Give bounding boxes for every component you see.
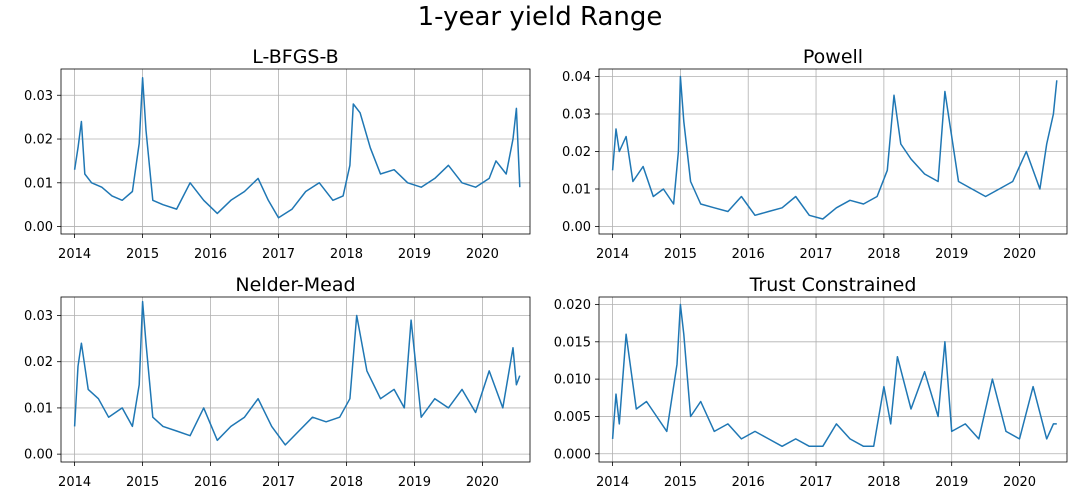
- x-tick-label: 2014: [58, 247, 91, 262]
- x-tick-label: 2020: [466, 247, 499, 262]
- x-tick-label: 2015: [126, 247, 159, 262]
- x-tick-label: 2014: [596, 247, 629, 262]
- x-tick-label: 2020: [1003, 247, 1036, 262]
- x-tick-label: 2020: [1003, 475, 1036, 490]
- y-tick-label: 0.015: [554, 335, 591, 350]
- y-tick-label: 0.01: [562, 183, 591, 198]
- subplot-1: 2014 2015 2016 2017 2018 2019 2020 0.00 0.01 0.02…: [24, 46, 531, 262]
- series-line: [611, 303, 1057, 448]
- subplot-title: Nelder-Mead: [235, 274, 355, 296]
- x-tick-label: 2019: [935, 247, 968, 262]
- y-tick-label: 0.04: [562, 70, 591, 85]
- x-tick-label: 2016: [732, 475, 765, 490]
- y-tick-label: 0.00: [562, 220, 591, 235]
- series-line: [73, 300, 521, 446]
- series-line: [73, 77, 521, 219]
- y-tick-label: 0.00: [24, 448, 53, 463]
- axes-frame: [60, 296, 531, 463]
- x-tick-label: 2018: [867, 247, 900, 262]
- x-tick-label: 2018: [867, 475, 900, 490]
- y-tick-label: 0.02: [24, 355, 53, 370]
- axes-frame: [60, 68, 531, 235]
- series-line: [611, 75, 1058, 220]
- x-tick-label: 2019: [935, 475, 968, 490]
- x-tick-label: 2014: [58, 475, 91, 490]
- x-tick-label: 2018: [330, 475, 363, 490]
- x-tick-label: 2020: [466, 475, 499, 490]
- y-tick-label: 0.020: [554, 298, 591, 313]
- x-tick-label: 2016: [732, 247, 765, 262]
- y-tick-label: 0.00: [24, 220, 53, 235]
- x-tick-label: 2015: [664, 247, 697, 262]
- subplot-4: 2014 2015 2016 2017 2018 2019 2020 0.000 0.005 0.…: [554, 274, 1068, 490]
- y-tick-label: 0.01: [24, 401, 53, 416]
- x-tick-label: 2017: [799, 475, 832, 490]
- y-tick-label: 0.005: [554, 410, 591, 425]
- x-tick-label: 2018: [330, 247, 363, 262]
- x-tick-label: 2016: [194, 475, 227, 490]
- x-tick-label: 2017: [262, 475, 295, 490]
- subplot-3: 2014 2015 2016 2017 2018 2019 2020 0.00 0.01 0.02…: [24, 274, 531, 490]
- subplot-title: Trust Constrained: [749, 274, 917, 296]
- x-tick-label: 2017: [799, 247, 832, 262]
- x-tick-label: 2014: [596, 475, 629, 490]
- y-tick-label: 0.000: [554, 447, 591, 462]
- y-tick-label: 0.02: [24, 133, 53, 148]
- y-tick-label: 0.02: [562, 145, 591, 160]
- y-tick-label: 0.03: [562, 108, 591, 123]
- x-tick-label: 2016: [194, 247, 227, 262]
- y-tick-label: 0.010: [554, 373, 591, 388]
- x-tick-label: 2019: [398, 247, 431, 262]
- x-tick-label: 2017: [262, 247, 295, 262]
- x-tick-label: 2015: [664, 475, 697, 490]
- subplot-title: Powell: [803, 46, 863, 68]
- x-tick-label: 2015: [126, 475, 159, 490]
- x-tick-label: 2019: [398, 475, 431, 490]
- y-tick-label: 0.01: [24, 176, 53, 191]
- subplot-2: 2014 2015 2016 2017 2018 2019 2020 0.00 0.01 0.02…: [562, 46, 1068, 262]
- subplot-title: L-BFGS-B: [252, 46, 338, 68]
- y-tick-label: 0.03: [24, 89, 53, 104]
- figure-title: 1-year yield Range: [417, 2, 663, 32]
- y-tick-label: 0.03: [24, 309, 53, 324]
